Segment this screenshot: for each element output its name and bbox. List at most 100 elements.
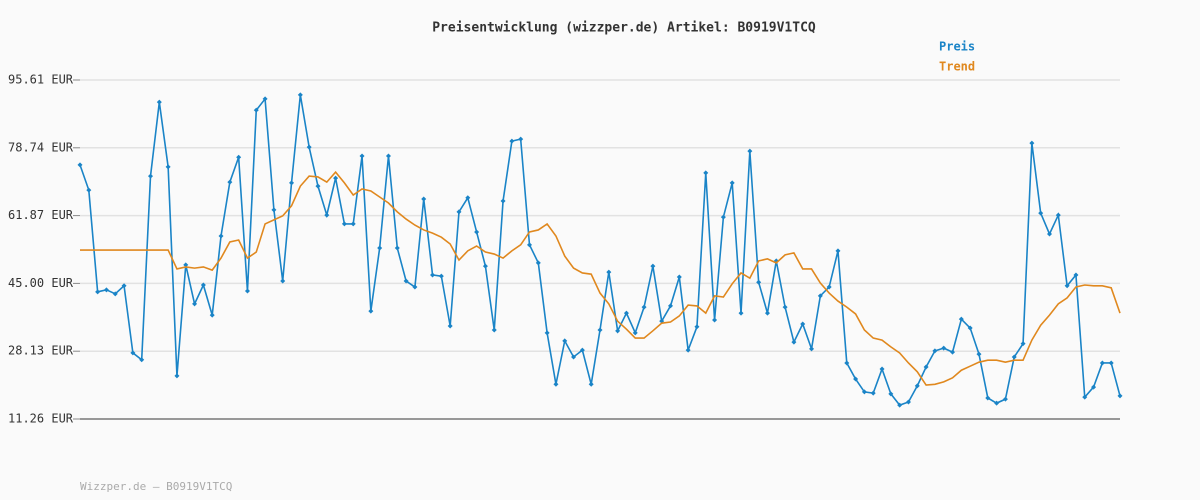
data-point	[518, 136, 524, 142]
data-point	[95, 289, 101, 295]
data-point	[403, 278, 409, 284]
data-point	[950, 349, 956, 355]
data-point	[870, 390, 876, 396]
data-point	[77, 162, 83, 168]
data-point	[1038, 210, 1044, 216]
legend-label: Preis	[939, 40, 975, 54]
data-point	[359, 153, 365, 159]
data-point	[1108, 360, 1114, 366]
data-point	[112, 291, 118, 297]
data-point	[377, 245, 383, 251]
data-point	[535, 260, 541, 266]
data-point	[244, 288, 250, 294]
data-point	[1046, 231, 1052, 237]
data-point	[738, 310, 744, 316]
data-point	[994, 400, 1000, 406]
data-point	[562, 338, 568, 344]
data-point	[509, 138, 515, 144]
data-point	[747, 148, 753, 154]
data-point	[623, 310, 629, 316]
data-point	[183, 262, 189, 268]
data-point	[456, 209, 462, 215]
data-point	[218, 233, 224, 239]
data-point	[156, 99, 162, 105]
y-tick-label: 11.26 EUR	[8, 412, 74, 426]
data-point	[676, 274, 682, 280]
data-point	[148, 173, 154, 179]
data-point	[341, 221, 347, 227]
data-point	[86, 187, 92, 193]
data-point	[253, 107, 259, 113]
data-point	[668, 303, 674, 309]
data-point	[914, 383, 920, 389]
data-point	[694, 324, 700, 330]
data-point	[844, 360, 850, 366]
data-point	[967, 325, 973, 331]
data-point	[174, 373, 180, 379]
data-point	[720, 214, 726, 220]
data-point	[835, 248, 841, 254]
y-tick-label: 78.74 EUR	[8, 140, 74, 154]
data-point	[1064, 283, 1070, 289]
data-point	[350, 221, 356, 227]
data-point	[482, 263, 488, 269]
data-point	[650, 263, 656, 269]
data-point	[297, 92, 303, 98]
y-tick-label: 45.00 EUR	[8, 276, 74, 290]
data-point	[421, 196, 427, 202]
data-point	[615, 328, 621, 334]
data-point	[597, 327, 603, 333]
data-point	[500, 198, 506, 204]
data-point	[1002, 396, 1008, 402]
data-point	[368, 308, 374, 314]
data-point	[888, 391, 894, 397]
data-point	[941, 345, 947, 351]
data-point	[923, 364, 929, 370]
data-point	[236, 154, 242, 160]
data-point	[1099, 360, 1105, 366]
data-point	[579, 347, 585, 353]
data-point	[209, 312, 215, 318]
data-point	[333, 175, 339, 181]
data-point	[544, 330, 550, 336]
series-line	[80, 170, 1121, 386]
data-point	[121, 283, 127, 289]
data-point	[394, 245, 400, 251]
data-point	[1011, 354, 1017, 360]
data-point	[809, 346, 815, 352]
data-point	[165, 164, 171, 170]
data-point	[817, 293, 823, 299]
data-point	[853, 376, 859, 382]
data-point	[571, 354, 577, 360]
data-point	[800, 321, 806, 327]
data-point	[192, 301, 198, 307]
data-point	[782, 304, 788, 310]
data-point	[879, 366, 885, 372]
data-point	[385, 153, 391, 159]
series-line	[79, 94, 1121, 407]
data-point	[412, 284, 418, 290]
data-point	[976, 351, 982, 357]
data-point	[703, 170, 709, 176]
data-point	[491, 327, 497, 333]
data-point	[1029, 140, 1035, 146]
data-point	[1073, 272, 1079, 278]
data-point	[985, 395, 991, 401]
data-point	[712, 317, 718, 323]
data-point	[1055, 212, 1061, 218]
data-point	[553, 381, 559, 387]
data-point	[200, 282, 206, 288]
data-point	[826, 284, 832, 290]
data-point	[271, 207, 277, 213]
data-point	[130, 350, 136, 356]
data-point	[756, 279, 762, 285]
data-point	[764, 310, 770, 316]
data-point	[430, 272, 436, 278]
data-point	[474, 229, 480, 235]
data-point	[262, 96, 268, 102]
y-tick-label: 95.61 EUR	[8, 73, 74, 87]
legend-label: Trend	[939, 60, 975, 74]
data-point	[280, 278, 286, 284]
data-point	[641, 304, 647, 310]
